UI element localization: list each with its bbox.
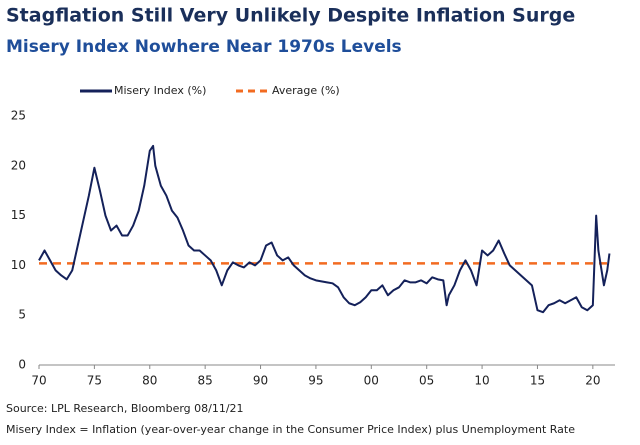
y-tick-label: 25 — [11, 109, 26, 123]
legend-label: Misery Index (%) — [114, 84, 206, 97]
x-tick-label: 85 — [198, 374, 213, 388]
source: Source: LPL Research, Bloomberg 08/11/21 — [6, 402, 244, 415]
y-tick-label: 10 — [11, 258, 26, 272]
x-tick-label: 80 — [142, 374, 157, 388]
note: Misery Index = Inflation (year-over-year… — [6, 423, 575, 436]
x-tick-label: 95 — [308, 374, 323, 388]
x-tick-label: 70 — [31, 374, 46, 388]
y-tick-label: 5 — [18, 308, 26, 322]
x-tick-label: 00 — [364, 374, 379, 388]
chart-title: Stagflation Still Very Unlikely Despite … — [6, 5, 575, 27]
x-tick-label: 90 — [253, 374, 268, 388]
x-tick-label: 05 — [419, 374, 434, 388]
legend-label: Average (%) — [272, 84, 340, 97]
x-tick-label: 15 — [530, 374, 545, 388]
series-line — [38, 144, 611, 314]
y-tick-label: 15 — [11, 208, 26, 222]
x-tick-label: 75 — [87, 374, 102, 388]
y-tick-label: 20 — [11, 158, 26, 172]
chart-subtitle: Misery Index Nowhere Near 1970s Levels — [6, 37, 402, 57]
x-tick-label: 10 — [474, 374, 489, 388]
y-tick-label: 0 — [18, 358, 26, 372]
x-tick-label: 20 — [585, 374, 600, 388]
